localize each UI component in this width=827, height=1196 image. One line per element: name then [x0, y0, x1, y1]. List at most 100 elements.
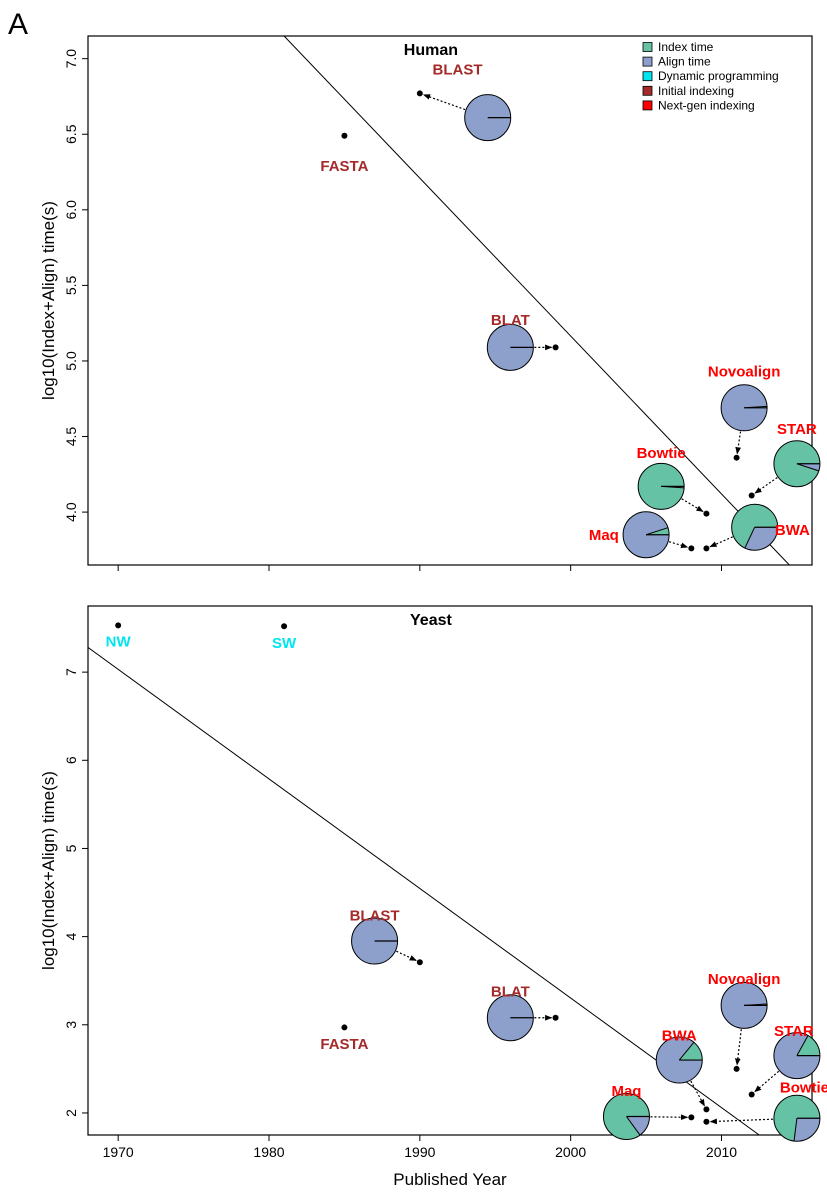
human-legend-label-dynamic-programming: Dynamic programming: [658, 69, 779, 83]
human-legend-label-next-gen-indexing: Next-gen indexing: [658, 98, 755, 112]
human-trend-line: [283, 36, 790, 565]
human-novoalign-arrow: [735, 431, 742, 455]
yeast-star-pie: [773, 1032, 821, 1080]
yeast-bwa-pie: [655, 1036, 703, 1084]
yeast-blast-label: BLAST: [350, 907, 400, 924]
human-legend-swatch-dynamic-programming: [642, 71, 653, 82]
human-bwa-point: [703, 545, 710, 552]
yeast-maq-align-slice: [626, 1116, 650, 1136]
yeast-maq-slice-edge: [626, 1116, 641, 1136]
yeast-blast-pie: [351, 917, 399, 965]
human-blast-pie: [464, 94, 512, 142]
human-legend-swatch-next-gen-indexing: [642, 100, 653, 111]
yeast-ytick-label: 6: [63, 756, 79, 764]
yeast-star-point: [748, 1091, 755, 1098]
yeast-chart: 2 3 4 5 6 7 1970 1980 1990 2000 2010 log10(Index+Al…: [39, 605, 827, 1189]
human-maq-arrow: [668, 541, 689, 549]
yeast-fasta-label: FASTA: [320, 1036, 368, 1053]
yeast-ytick-label: 2: [63, 1109, 79, 1117]
human-y-axis-label: log10(Index+Align) time(s): [39, 201, 58, 400]
human-maq-pie: [622, 511, 670, 559]
yeast-star-slice-edge: [796, 1035, 809, 1056]
human-blat-pie: [486, 323, 534, 371]
yeast-star-label: STAR: [774, 1023, 814, 1040]
human-bwa-index-slice: [731, 504, 778, 549]
yeast-plot-frame: [87, 605, 813, 1136]
human-star-point: [748, 492, 755, 499]
human-chart: 4.0 4.5 5.0 5.5 6.0 6.5 7.0 log10(Index+Align) …: [39, 35, 821, 571]
yeast-sw-point: [281, 623, 288, 630]
yeast-bowtie-align-slice: [794, 1118, 820, 1142]
human-maq-slice-edge: [645, 527, 669, 536]
yeast-xtick-label: 2010: [706, 1144, 737, 1160]
yeast-ytick-label: 3: [63, 1021, 79, 1029]
human-ytick-label: 7.0: [63, 49, 79, 69]
yeast-blast-arrow: [396, 950, 417, 962]
yeast-novoalign-label: Novoalign: [708, 971, 781, 988]
human-star-label: STAR: [777, 421, 817, 438]
human-blat-point: [552, 344, 559, 351]
human-blast-arrow: [422, 94, 466, 111]
yeast-xtick-label: 1980: [253, 1144, 284, 1160]
yeast-blat-pie: [486, 994, 534, 1042]
human-novoalign-label: Novoalign: [708, 364, 781, 381]
yeast-nw-point: [115, 622, 122, 629]
human-ytick-label: 4.0: [63, 502, 79, 522]
yeast-xtick-label: 1990: [404, 1144, 435, 1160]
panel-letter: A: [8, 8, 28, 41]
human-star-pie: [773, 440, 821, 488]
yeast-bowtie-label: Bowtie: [780, 1079, 827, 1096]
human-blast-label: BLAST: [433, 61, 483, 78]
yeast-maq-pie: [602, 1092, 650, 1140]
human-ytick-label: 6.0: [63, 200, 79, 220]
human-bowtie-point: [703, 510, 710, 517]
yeast-xtick-label: 2000: [555, 1144, 586, 1160]
yeast-ytick-label: 7: [63, 668, 79, 676]
yeast-blat-label: BLAT: [491, 983, 530, 1000]
human-maq-point: [688, 545, 695, 552]
yeast-ytick-label: 4: [63, 933, 79, 941]
yeast-x-axis-label: Published Year: [393, 1170, 507, 1189]
yeast-trend-line: [88, 647, 760, 1135]
yeast-y-axis-label: log10(Index+Align) time(s): [39, 771, 58, 970]
human-ytick-label: 5.5: [63, 275, 79, 295]
human-legend-swatch-initial-indexing: [642, 85, 653, 96]
human-bwa-slice-edge: [744, 527, 756, 549]
yeast-nw-label: NW: [106, 633, 132, 650]
human-star-slice-edge: [796, 463, 819, 472]
human-bowtie-label: Bowtie: [637, 445, 686, 462]
human-legend-label-initial-indexing: Initial indexing: [658, 84, 734, 98]
human-plot-frame: [87, 35, 813, 566]
yeast-novoalign-point: [733, 1065, 740, 1072]
human-ytick-label: 4.5: [63, 427, 79, 447]
yeast-star-align-slice: [773, 1032, 820, 1079]
yeast-novoalign-arrow: [734, 1029, 742, 1066]
yeast-bwa-arrow: [690, 1080, 706, 1107]
human-novoalign-align-slice: [721, 384, 768, 431]
yeast-star-arrow: [754, 1070, 780, 1093]
yeast-maq-label: Maq: [611, 1083, 641, 1100]
yeast-xtick-label: 1970: [103, 1144, 134, 1160]
yeast-bowtie-pie: [773, 1094, 821, 1142]
human-star-arrow: [754, 477, 778, 494]
yeast-chart-title: Yeast: [410, 612, 452, 629]
yeast-bwa-label: BWA: [662, 1027, 697, 1044]
human-ytick-label: 6.5: [63, 124, 79, 144]
yeast-bowtie-point: [703, 1118, 710, 1125]
yeast-blast-point: [416, 959, 423, 966]
human-blast-point: [416, 90, 423, 97]
human-bowtie-pie: [637, 462, 685, 510]
human-novoalign-point: [733, 454, 740, 461]
yeast-bwa-slice-edge: [678, 1042, 695, 1061]
human-bwa-pie: [731, 503, 779, 551]
human-blat-label: BLAT: [491, 312, 530, 329]
yeast-sw-label: SW: [272, 635, 297, 652]
human-maq-label: Maq: [589, 527, 619, 544]
human-fasta-label: FASTA: [320, 158, 368, 175]
human-bowtie-arrow: [681, 498, 704, 513]
human-plot-area: [283, 36, 790, 565]
yeast-bwa-point: [703, 1106, 710, 1113]
yeast-novoalign-pie: [720, 981, 768, 1029]
